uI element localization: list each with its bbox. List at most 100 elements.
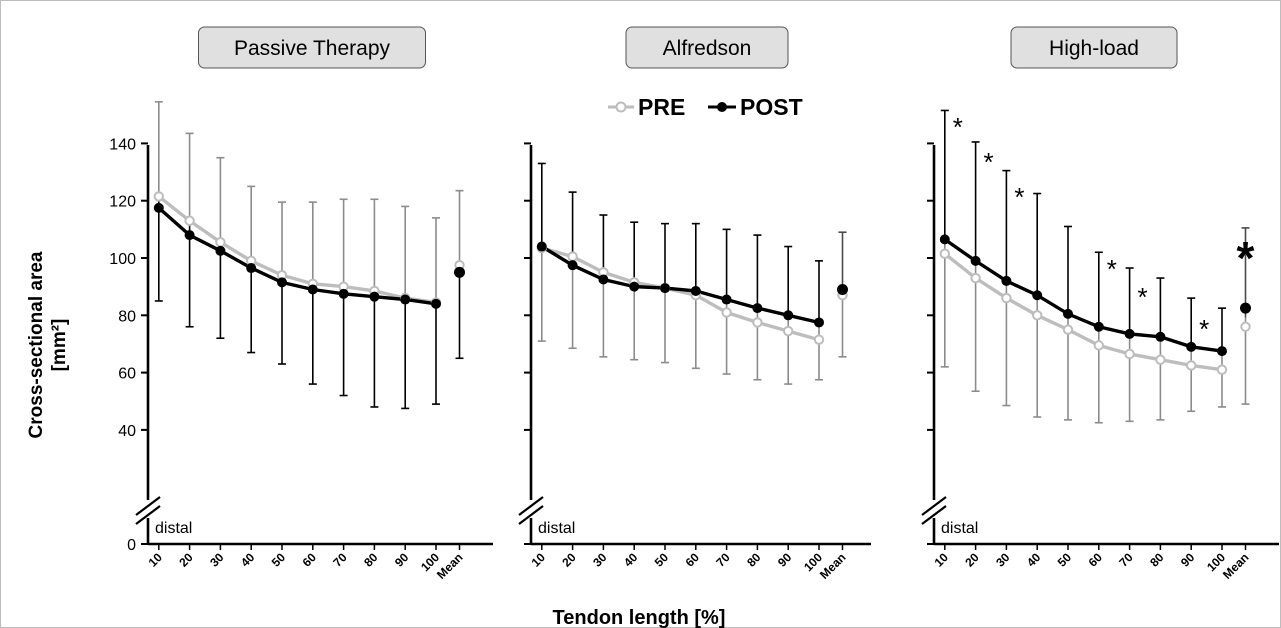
x-tick-label: 20 (176, 550, 196, 570)
data-point-post (338, 288, 349, 299)
x-tick-label: 50 (1055, 550, 1075, 570)
legend-pre-marker (615, 101, 627, 113)
data-point-post (629, 281, 640, 292)
distal-label: distal (941, 520, 978, 537)
significance-star: * (1107, 254, 1117, 284)
data-point-post (1063, 308, 1073, 319)
data-point-post (153, 202, 164, 213)
mean-point-post (1240, 302, 1251, 314)
panel-title: Passive Therapy (234, 37, 391, 60)
data-point-post (660, 283, 670, 294)
significance-star: * (1199, 314, 1209, 344)
y-tick-label: 80 (118, 308, 136, 325)
data-point-post (567, 260, 578, 271)
x-tick-label: 70 (330, 550, 350, 570)
y-axis-title-line1: Cross-sectional area (26, 251, 47, 438)
data-point-post (1155, 331, 1166, 342)
x-tick-label: Mean (1220, 550, 1252, 582)
data-point-post (939, 234, 950, 245)
x-tick-label: 50 (269, 550, 289, 570)
axis-break-mark (518, 505, 544, 525)
legend-post-label: POST (740, 94, 803, 120)
data-point-post (721, 294, 732, 305)
x-tick-label: 60 (300, 550, 320, 570)
y-tick-label: 40 (118, 423, 136, 440)
x-tick-label: 10 (146, 550, 166, 570)
data-point-pre (970, 272, 981, 284)
data-point-post (970, 255, 981, 266)
series-line-post (157, 206, 437, 306)
data-point-post (783, 310, 794, 321)
significance-star: * (984, 147, 994, 177)
data-point-post (277, 277, 287, 288)
data-point-post (752, 303, 763, 314)
x-tick-label: 30 (993, 550, 1013, 570)
y-tick-label: 100 (109, 251, 136, 268)
data-point-pre (783, 325, 794, 337)
x-tick-label: 30 (207, 550, 227, 570)
axis-break-mark (921, 505, 947, 525)
x-tick-label: 10 (932, 550, 952, 570)
y-tick-label: 120 (109, 194, 136, 211)
panel-1: Passive Therapy 0 40 60 80 100 120 140 10 20 30 40 5… (109, 26, 493, 582)
data-point-pre (153, 191, 165, 202)
x-tick-label: 60 (1086, 550, 1106, 570)
data-point-pre (567, 251, 578, 262)
data-point-pre (1216, 364, 1228, 375)
x-tick-label: Mean (817, 550, 849, 582)
mean-point-pre (1240, 321, 1251, 332)
data-point-post (307, 284, 318, 295)
legend-pre-label: PRE (638, 94, 685, 120)
data-point-pre (1155, 354, 1166, 365)
series-line-post (540, 245, 820, 325)
data-point-post (431, 298, 441, 309)
y-axis-title-line2: [mm²] (49, 319, 70, 372)
x-tick-label: 40 (1024, 550, 1044, 570)
data-point-pre (1124, 348, 1135, 360)
panel-title: High-load (1049, 37, 1139, 60)
significance-star: * (953, 112, 963, 142)
y-tick-label: 140 (109, 136, 136, 153)
y-tick-label: 0 (127, 537, 136, 554)
axis-break-mark (135, 496, 161, 516)
significance-star: * (1138, 282, 1148, 312)
x-tick-label: 20 (559, 550, 579, 570)
x-tick-label: 50 (652, 550, 672, 570)
panel-title: Alfredson (663, 37, 752, 60)
data-point-post (814, 317, 824, 328)
series-line-pre (541, 246, 820, 342)
x-tick-label: 60 (683, 550, 703, 570)
data-point-post (246, 263, 257, 274)
x-tick-label: Mean (434, 550, 466, 582)
x-tick-label: 40 (238, 550, 258, 570)
x-tick-label: 70 (1116, 550, 1136, 570)
significance-star: * (1014, 182, 1024, 212)
data-point-post (1186, 341, 1197, 352)
series-line-pre (157, 195, 437, 305)
data-point-pre (1093, 340, 1105, 351)
x-tick-label: 80 (744, 550, 764, 570)
data-point-post (400, 294, 411, 305)
axis-break-mark (135, 505, 161, 525)
data-point-post (1217, 346, 1227, 357)
data-point-pre (1062, 324, 1074, 335)
data-point-pre (184, 215, 195, 226)
data-point-post (184, 230, 195, 241)
x-tick-label: 90 (1178, 550, 1198, 570)
x-axis-title: Tendon length [%] (553, 607, 726, 628)
mean-significance-star: * (1237, 232, 1255, 284)
distal-label: distal (538, 520, 575, 537)
series-line-pre (943, 252, 1223, 372)
data-point-post (690, 285, 701, 296)
chart-content: Passive Therapy 0 40 60 80 100 120 140 10 20 30 40 5… (109, 26, 1279, 582)
mean-point-post (454, 266, 465, 278)
data-point-pre (721, 307, 732, 318)
panel-title-box (198, 26, 426, 69)
mean-point-post (837, 284, 848, 296)
x-tick-label: 90 (392, 550, 412, 570)
y-axis (921, 142, 947, 545)
axis-break-mark (518, 496, 544, 516)
data-point-post (1032, 290, 1043, 301)
